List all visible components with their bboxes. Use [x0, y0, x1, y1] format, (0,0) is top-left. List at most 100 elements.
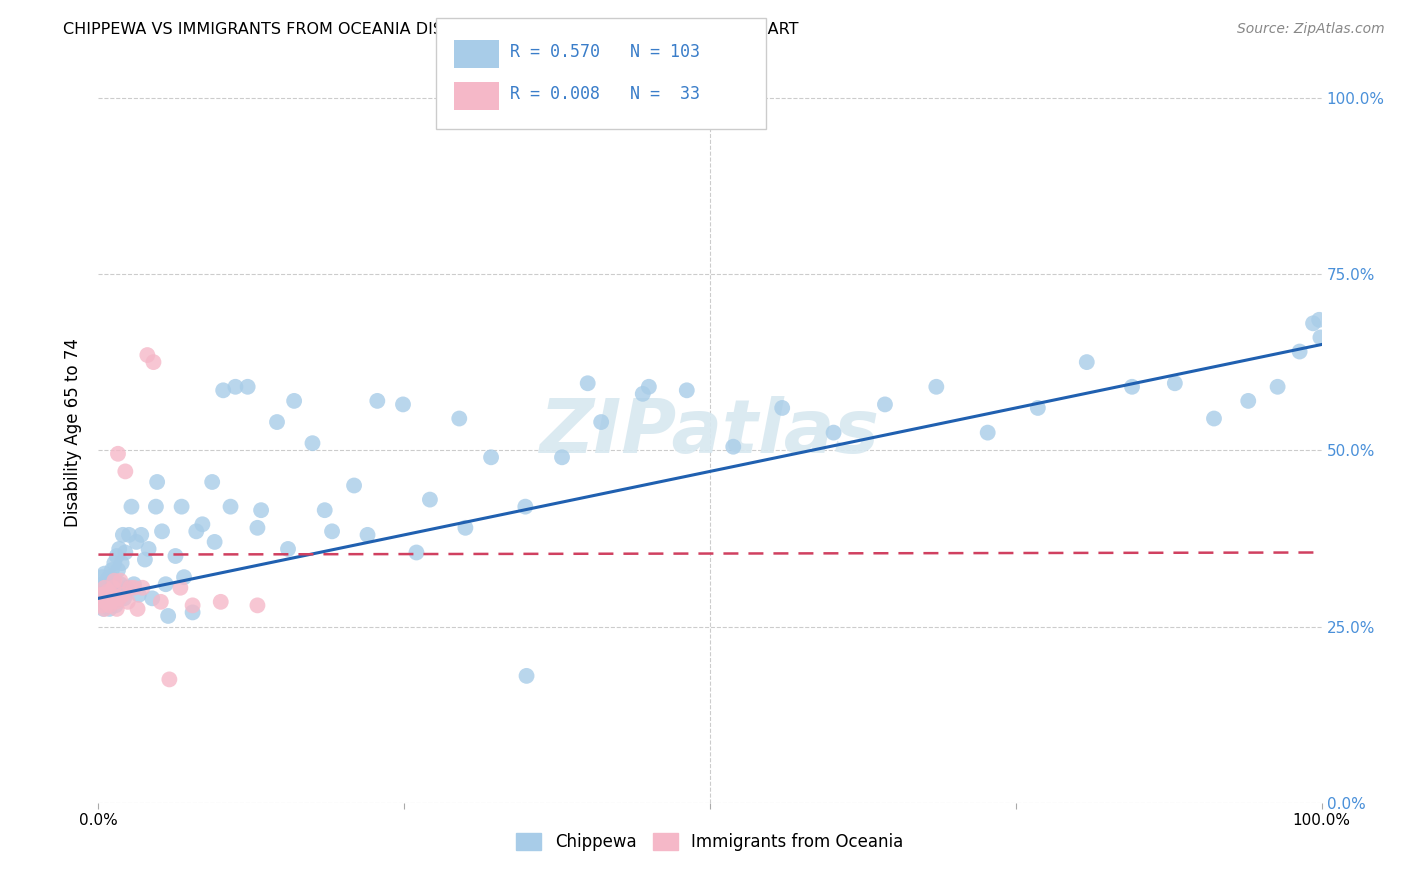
Point — [142, 355, 165, 369]
Point — [93, 595, 115, 609]
Point — [454, 521, 477, 535]
Point — [91, 570, 114, 584]
Point — [204, 535, 226, 549]
Point — [122, 577, 145, 591]
Point — [101, 563, 124, 577]
Point — [1237, 393, 1260, 408]
Point — [770, 401, 793, 415]
Point — [111, 528, 134, 542]
Point — [1267, 380, 1289, 394]
Point — [114, 545, 136, 559]
Point — [405, 545, 427, 559]
Point — [224, 380, 246, 394]
Point — [110, 574, 132, 588]
Point — [101, 588, 124, 602]
Legend: Chippewa, Immigrants from Oceania: Chippewa, Immigrants from Oceania — [510, 826, 910, 857]
Point — [138, 541, 160, 556]
Point — [356, 528, 378, 542]
Point — [101, 581, 124, 595]
Point — [97, 584, 120, 599]
Point — [114, 464, 136, 478]
Y-axis label: Disability Age 65 to 74: Disability Age 65 to 74 — [65, 338, 83, 527]
Point — [103, 588, 125, 602]
Point — [155, 577, 177, 591]
Point — [105, 602, 128, 616]
Point — [675, 384, 697, 398]
Point — [136, 348, 159, 362]
Point — [108, 541, 131, 556]
Point — [170, 500, 193, 514]
Point — [105, 588, 128, 602]
Point — [343, 478, 366, 492]
Point — [976, 425, 998, 440]
Point — [107, 563, 129, 577]
Point — [97, 584, 120, 599]
Point — [301, 436, 323, 450]
Point — [201, 475, 224, 489]
Point — [91, 602, 114, 616]
Point — [1076, 355, 1098, 369]
Point — [551, 450, 574, 465]
Point — [94, 588, 117, 602]
Point — [105, 549, 128, 563]
Point — [104, 581, 127, 595]
Point — [104, 595, 127, 609]
Point — [157, 673, 180, 687]
Point — [1302, 316, 1324, 330]
Point — [246, 599, 269, 613]
Point — [107, 447, 129, 461]
Point — [100, 577, 122, 591]
Point — [392, 397, 415, 411]
Point — [91, 588, 114, 602]
Point — [219, 500, 242, 514]
Point — [96, 591, 118, 606]
Point — [723, 440, 745, 454]
Point — [1202, 411, 1225, 425]
Point — [94, 581, 117, 595]
Point — [129, 528, 152, 542]
Point — [277, 541, 299, 556]
Point — [479, 450, 502, 465]
Point — [169, 581, 191, 595]
Point — [120, 500, 142, 514]
Point — [101, 584, 124, 599]
Point — [250, 503, 273, 517]
Point — [111, 588, 134, 602]
Point — [366, 393, 388, 408]
Point — [150, 524, 173, 539]
Point — [186, 524, 208, 539]
Point — [118, 528, 141, 542]
Point — [1308, 313, 1330, 327]
Point — [191, 517, 214, 532]
Point — [100, 588, 122, 602]
Text: ZIPatlas: ZIPatlas — [540, 396, 880, 469]
Point — [91, 577, 114, 591]
Point — [98, 570, 121, 584]
Point — [91, 591, 114, 606]
Point — [449, 411, 471, 425]
Point — [90, 588, 112, 602]
Point — [419, 492, 441, 507]
Point — [108, 591, 131, 606]
Point — [110, 577, 132, 591]
Point — [103, 556, 125, 570]
Point — [515, 500, 537, 514]
Point — [98, 599, 121, 613]
Point — [127, 602, 149, 616]
Point — [97, 591, 120, 606]
Point — [93, 566, 115, 581]
Point — [1026, 401, 1049, 415]
Point — [314, 503, 336, 517]
Point — [173, 570, 195, 584]
Point — [100, 595, 122, 609]
Text: CHIPPEWA VS IMMIGRANTS FROM OCEANIA DISABILITY AGE 65 TO 74 CORRELATION CHART: CHIPPEWA VS IMMIGRANTS FROM OCEANIA DISA… — [63, 22, 799, 37]
Point — [515, 669, 537, 683]
Point — [96, 599, 118, 613]
Point — [141, 591, 163, 606]
Point — [94, 595, 117, 609]
Point — [90, 584, 112, 599]
Point — [631, 387, 654, 401]
Point — [209, 595, 232, 609]
Text: R = 0.008   N =  33: R = 0.008 N = 33 — [510, 85, 700, 103]
Point — [321, 524, 343, 539]
